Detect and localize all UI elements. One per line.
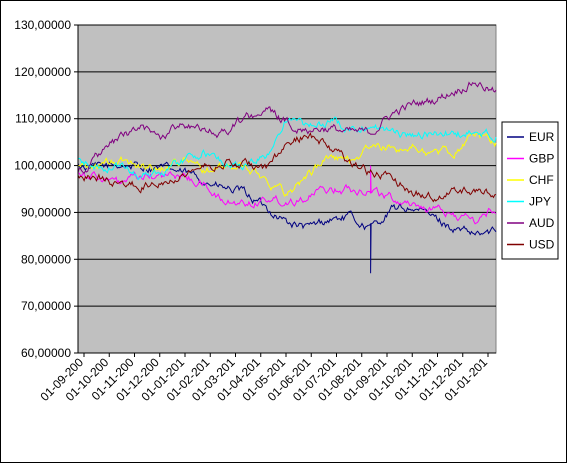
series-line-chf [77,131,497,197]
series-line-gbp [77,165,497,225]
series-line-aud [77,81,497,175]
series-line-eur [77,161,497,274]
y-tick-label: 70,00000 [21,299,71,313]
series-line-usd [77,131,497,203]
series-line-jpy [77,116,497,181]
y-tick-label: 110,00000 [15,112,71,126]
y-tick-label: 130,00000 [14,18,71,32]
legend-label: EUR [529,130,555,144]
y-axis-tick-labels: 130,00000 120,00000 110,00000 100,00000 90,0… [14,18,71,360]
plot-area [77,24,497,354]
legend-label: AUD [529,216,555,230]
legend-label: USD [529,238,555,252]
legend-box [501,121,559,260]
y-tick-label: 60,00000 [21,346,71,360]
series-layer [77,81,497,274]
legend: EUR GBP CHF JPY AUD USD [501,121,559,260]
y-tick-label: 90,00000 [21,205,71,219]
x-axis-tick-labels: 01-09-20001-10-20001-11-20001-12-20001-0… [38,355,491,404]
y-tick-label: 120,00000 [14,65,71,79]
legend-label: CHF [529,173,554,187]
legend-label: JPY [529,195,551,209]
y-tick-label: 80,00000 [21,252,71,266]
y-tick-label: 100,00000 [14,159,71,173]
legend-label: GBP [529,152,554,166]
axes [77,25,496,357]
